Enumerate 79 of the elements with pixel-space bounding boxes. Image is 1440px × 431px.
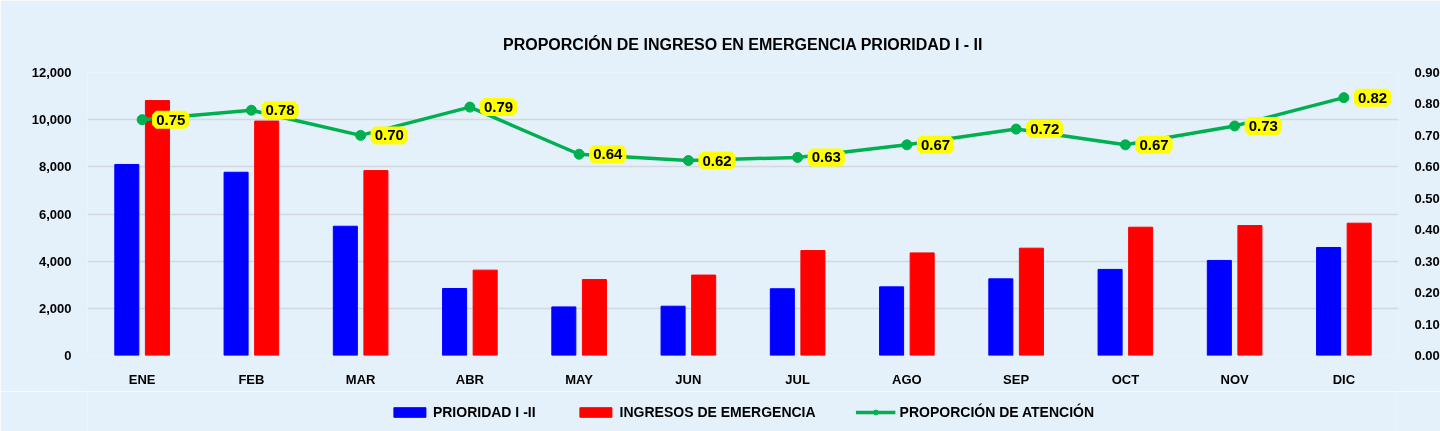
bar — [909, 252, 935, 356]
x-tick-label: DIC — [1332, 371, 1356, 387]
x-tick-label: MAR — [345, 371, 377, 387]
x-tick-label: MAY — [565, 371, 594, 387]
point — [464, 101, 476, 113]
point — [573, 148, 585, 160]
bar — [472, 269, 498, 356]
data-label: 0.67 — [920, 135, 951, 153]
data-label: 0.72 — [1030, 120, 1060, 138]
point — [136, 114, 148, 126]
point — [682, 155, 694, 167]
legend-label: PRIORIDAD I -II — [432, 403, 536, 420]
data-label: 0.82 — [1357, 88, 1388, 106]
legend-label: PROPORCIÓN DE ATENCIÓN — [899, 403, 1095, 420]
point — [1229, 120, 1241, 132]
y2-tick-label: 0.40 — [1414, 222, 1440, 238]
point — [1338, 92, 1350, 104]
point — [1010, 123, 1022, 135]
y2-tick-label: 0.10 — [1414, 316, 1440, 332]
bar — [223, 171, 249, 356]
y2-tick-label: 0.20 — [1414, 285, 1440, 301]
bar — [660, 305, 686, 356]
x-tick-label: ABR — [455, 371, 485, 387]
bar — [691, 274, 717, 356]
point — [245, 104, 257, 116]
y-tick-label: 12,000 — [31, 65, 72, 80]
y2-tick-label: 0.00 — [1414, 348, 1440, 363]
x-tick-label: NOV — [1220, 371, 1250, 387]
bar — [1316, 246, 1342, 356]
bar — [332, 225, 358, 356]
x-tick-label: JUN — [675, 371, 702, 387]
bar — [1237, 225, 1263, 356]
y2-tick-label: 0.90 — [1414, 65, 1440, 80]
data-label: 0.62 — [702, 151, 732, 169]
bar — [442, 288, 468, 356]
data-label: 0.73 — [1248, 116, 1278, 134]
data-label: 0.70 — [374, 126, 404, 144]
bar — [879, 286, 905, 356]
data-label: 0.64 — [593, 145, 623, 163]
bar — [988, 278, 1014, 356]
x-tick-label: JUL — [785, 371, 810, 387]
bar — [800, 250, 826, 356]
y-tick-label: 4,000 — [38, 253, 72, 269]
y2-tick-label: 0.70 — [1414, 127, 1440, 143]
x-tick-label: ENE — [128, 371, 156, 387]
y-tick-label: 10,000 — [31, 112, 72, 128]
y-tick-label: 6,000 — [38, 206, 72, 222]
bar — [114, 163, 140, 356]
bar — [1346, 222, 1372, 356]
y-tick-label: 0 — [64, 348, 72, 363]
bar — [551, 306, 577, 356]
data-label: 0.63 — [811, 148, 841, 166]
bar — [581, 279, 607, 356]
point — [901, 139, 913, 151]
bar — [769, 288, 795, 356]
y-tick-label: 8,000 — [38, 159, 72, 175]
point — [792, 151, 804, 163]
data-label: 0.79 — [483, 98, 514, 116]
point — [1119, 139, 1131, 151]
x-tick-label: SEP — [1003, 371, 1030, 387]
bar — [1206, 259, 1232, 356]
data-label: 0.75 — [156, 110, 186, 128]
y2-tick-label: 0.50 — [1414, 190, 1440, 206]
x-tick-label: OCT — [1111, 371, 1140, 387]
x-tick-label: AGO — [892, 371, 922, 387]
chart-title: PROPORCIÓN DE INGRESO EN EMERGENCIA PRIORIDAD I - II — [502, 34, 983, 53]
bar — [1018, 247, 1044, 356]
bar — [363, 170, 389, 356]
point — [355, 129, 367, 141]
x-tick-label: FEB — [238, 371, 265, 387]
y-tick-label: 2,000 — [38, 300, 72, 316]
y2-tick-label: 0.60 — [1414, 159, 1440, 175]
y2-tick-label: 0.80 — [1414, 96, 1440, 112]
data-label: 0.67 — [1139, 135, 1169, 153]
y2-tick-label: 0.30 — [1414, 253, 1440, 269]
data-label: 0.78 — [265, 101, 295, 119]
bar — [1128, 226, 1154, 356]
legend-label: INGRESOS DE EMERGENCIA — [619, 403, 816, 420]
bar — [1097, 268, 1123, 356]
